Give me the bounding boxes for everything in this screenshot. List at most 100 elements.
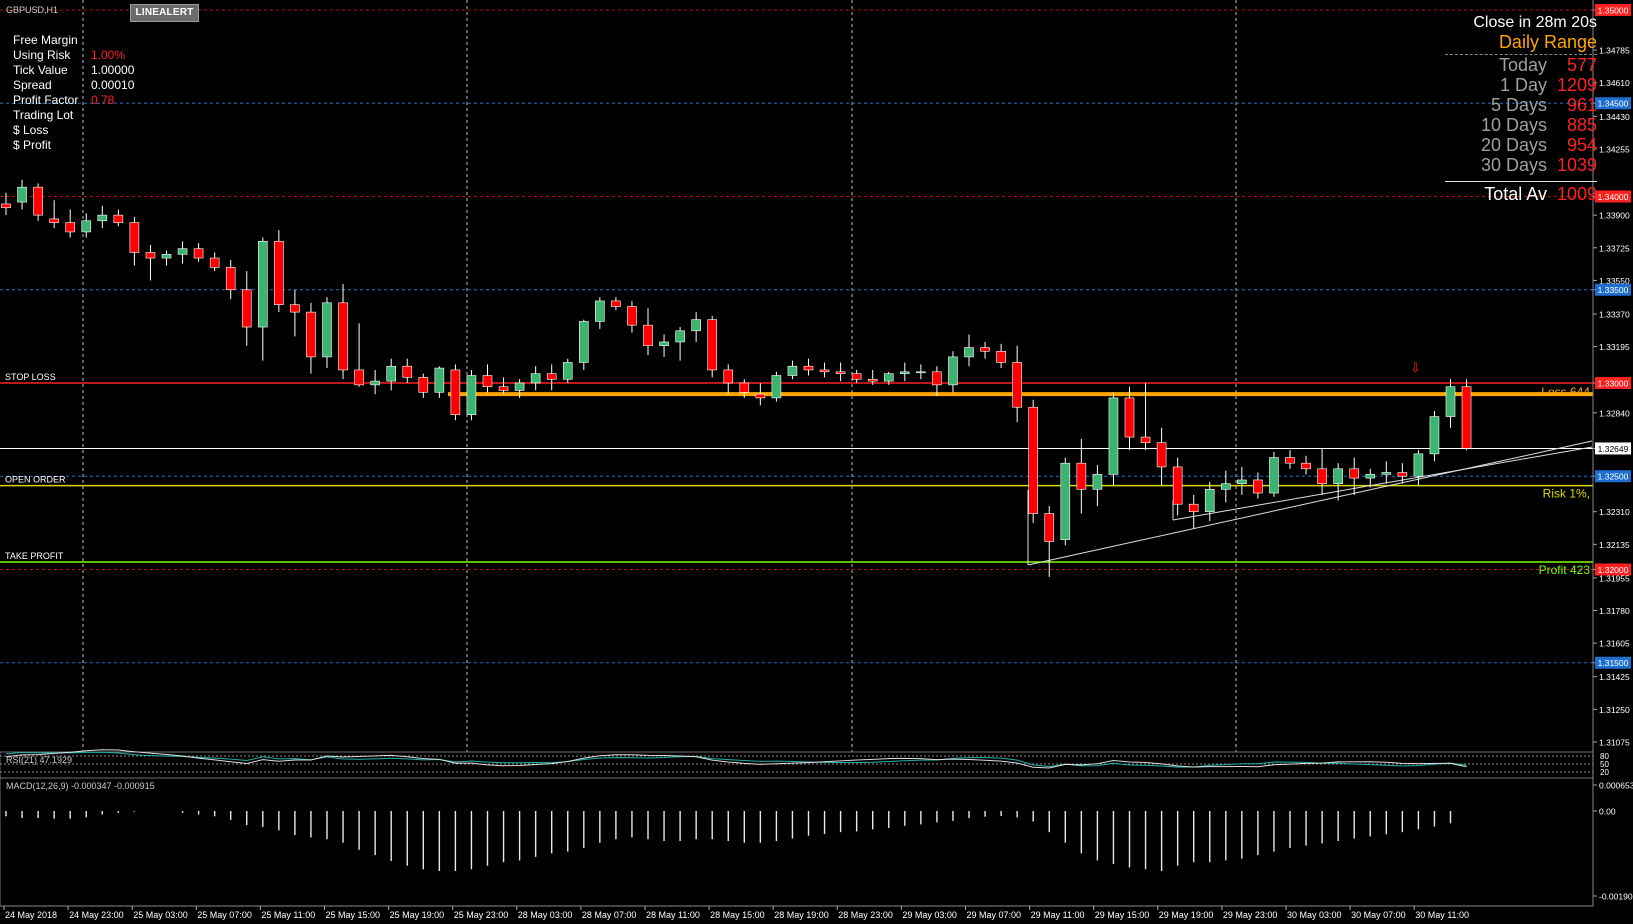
price-tag — [1595, 283, 1631, 296]
candle — [290, 289, 300, 337]
candle — [627, 300, 637, 333]
candle — [274, 230, 284, 313]
time-axis-label: 24 May 23:00 — [69, 910, 124, 920]
candle — [1285, 450, 1295, 469]
price-axis-label: 1.34610 — [1599, 78, 1630, 88]
candle — [498, 377, 509, 395]
candle — [1397, 463, 1408, 484]
candle — [1365, 468, 1376, 488]
range-value: 885 — [1566, 115, 1597, 135]
price-level-lines — [0, 9, 1593, 664]
trend-line-2[interactable] — [1172, 446, 1593, 521]
candle — [1413, 450, 1424, 486]
price-axis-label: 1.31075 — [1599, 738, 1630, 748]
range-row: 30 Days 1039 — [1445, 155, 1597, 175]
info-row: Trading Lot — [13, 108, 134, 123]
close-countdown: Close in 28m 20s — [1473, 14, 1597, 31]
time-axis-label: 28 May 03:00 — [518, 910, 573, 920]
price-axis-label: 1.34255 — [1599, 144, 1630, 154]
candle — [659, 334, 669, 357]
candle — [1381, 461, 1392, 484]
candle — [899, 362, 910, 382]
macd-panel[interactable] — [0, 777, 1594, 907]
candle — [257, 237, 268, 361]
range-row: 1 Day 1209 — [1445, 75, 1597, 95]
candle — [883, 371, 894, 385]
main-chart-area[interactable] — [0, 0, 1593, 752]
candle — [370, 369, 380, 395]
info-label: Tick Value — [13, 63, 68, 77]
trend-line-1[interactable] — [1027, 440, 1593, 566]
price-axis-label: 1.31955 — [1599, 573, 1630, 583]
time-axis-label: 25 May 07:00 — [197, 910, 252, 920]
info-row: Free Margin — [13, 33, 134, 48]
stop-loss-label: STOP LOSS — [5, 372, 56, 382]
info-label: Free Margin — [13, 33, 78, 47]
candle — [1060, 457, 1071, 546]
candle — [306, 302, 316, 374]
time-axis-label: 25 May 23:00 — [454, 910, 509, 920]
candle — [755, 382, 766, 406]
time-axis-label: 29 May 15:00 — [1095, 910, 1150, 920]
candle — [113, 209, 124, 227]
price-tag-text: 1.32649 — [1598, 444, 1629, 454]
candle — [578, 319, 589, 370]
candle — [1108, 392, 1119, 486]
macd-axis-label: -0.001906 — [1599, 892, 1633, 902]
candle — [1269, 451, 1279, 497]
candle — [338, 284, 348, 380]
candle — [707, 315, 718, 378]
loss-value-text: Loss 644 — [1541, 385, 1590, 399]
candle — [322, 297, 332, 369]
range-label: Today — [1498, 55, 1547, 75]
candle — [209, 252, 220, 272]
time-axis-label: 25 May 11:00 — [261, 910, 315, 920]
candle — [851, 369, 862, 383]
price-axis-label: 1.31605 — [1599, 639, 1630, 649]
macd-axis: 0.000653 0.00 -0.001906 — [1593, 781, 1633, 902]
price-axis-label: 1.34785 — [1599, 46, 1630, 56]
time-axis-label: 29 May 19:00 — [1159, 910, 1214, 920]
daily-range-panel: Close in 28m 20s Daily Range Today 577 1 D… — [1445, 14, 1597, 204]
line-alert-button[interactable]: LINEALERT — [130, 4, 199, 22]
candle — [996, 343, 1006, 369]
candle — [1301, 455, 1311, 475]
candle — [1028, 399, 1038, 523]
info-row: $ Loss — [13, 123, 134, 138]
candle — [241, 271, 252, 346]
range-label: 20 Days — [1480, 135, 1547, 155]
rsi-level-label: 80 — [1600, 752, 1609, 761]
candle — [771, 371, 782, 402]
price-axis-label: 1.33195 — [1599, 342, 1630, 352]
time-axis-label: 28 May 11:00 — [646, 910, 700, 920]
account-info-panel: Free Margin Using Risk 1.00% Tick Value 1.00… — [13, 33, 134, 153]
info-row: Spread 0.00010 — [13, 78, 134, 93]
candle — [675, 327, 685, 361]
price-tag-text: 1.32500 — [1598, 472, 1629, 482]
price-axis-label: 1.33370 — [1599, 309, 1630, 319]
price-axis-label: 1.31780 — [1599, 606, 1630, 616]
macd-axis-label: 0.000653 — [1599, 781, 1633, 791]
price-tag-text: 1.33000 — [1598, 378, 1629, 388]
daily-range-heading: Daily Range — [1445, 32, 1597, 55]
candle — [177, 241, 188, 264]
candle — [964, 334, 974, 367]
candle — [1044, 506, 1055, 577]
candle — [611, 297, 621, 311]
candles — [1, 179, 1472, 577]
info-label: Using Risk — [13, 48, 71, 62]
info-label: Spread — [13, 78, 52, 92]
candle — [546, 364, 557, 391]
candle — [1333, 463, 1343, 501]
candle — [562, 358, 573, 383]
price-tag — [1595, 97, 1631, 110]
candle — [418, 373, 429, 398]
candle — [643, 308, 653, 356]
candle — [867, 369, 878, 385]
range-row: 5 Days 961 — [1445, 95, 1597, 115]
price-tag — [1595, 4, 1631, 16]
info-label: Profit Factor — [13, 93, 79, 107]
candle — [1124, 386, 1135, 451]
